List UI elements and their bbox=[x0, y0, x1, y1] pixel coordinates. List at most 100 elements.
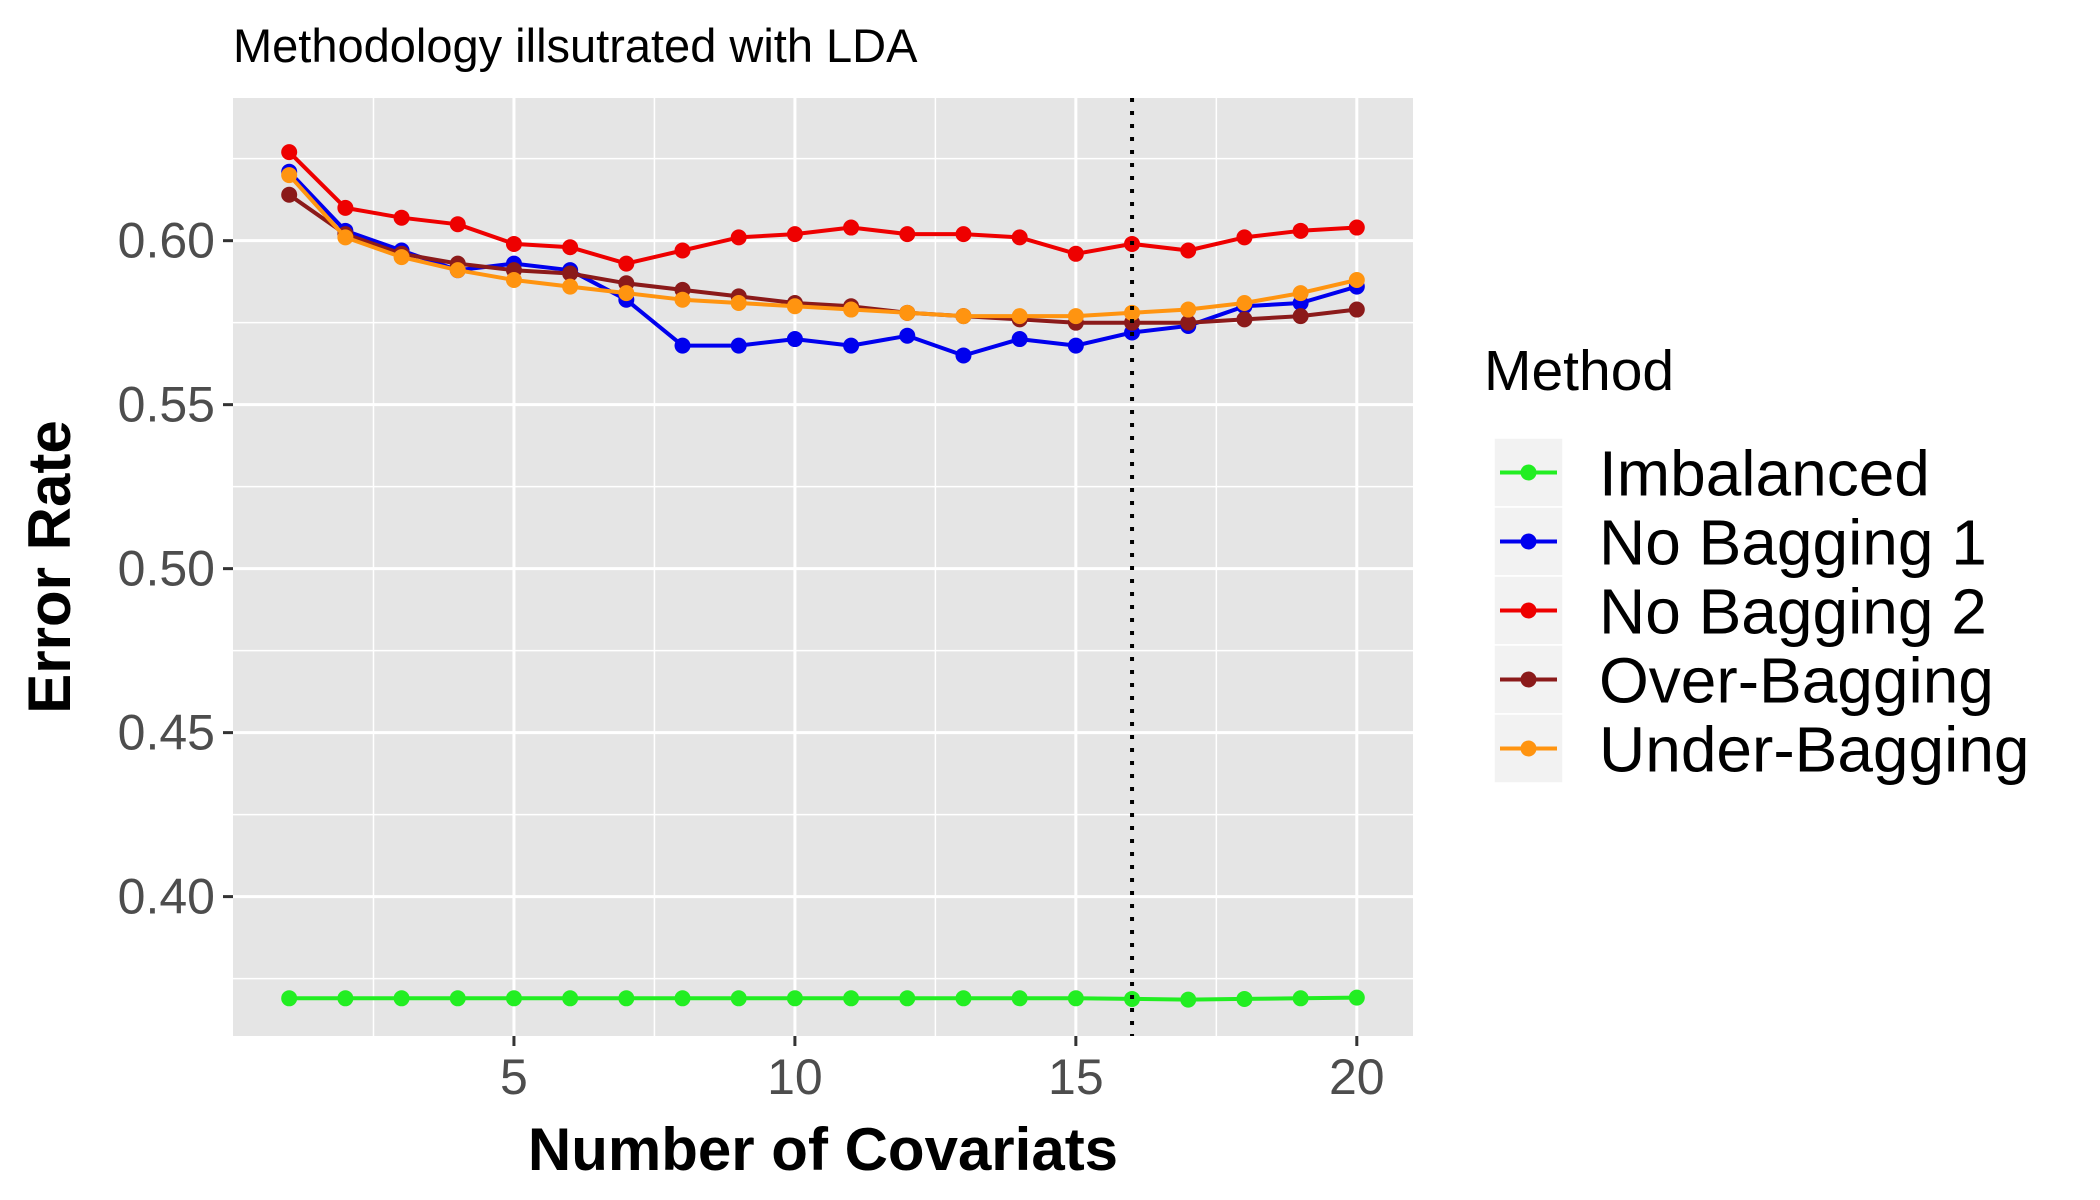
x-tick-label: 5 bbox=[500, 1049, 528, 1105]
data-point bbox=[730, 337, 747, 354]
y-tick-label: 0.45 bbox=[118, 705, 215, 761]
data-point bbox=[1236, 990, 1253, 1007]
data-point bbox=[730, 229, 747, 246]
data-point bbox=[955, 308, 972, 325]
data-point bbox=[449, 262, 466, 279]
data-point bbox=[505, 235, 522, 252]
legend-key-point bbox=[1520, 671, 1537, 688]
data-point bbox=[1348, 272, 1365, 289]
data-point bbox=[786, 226, 803, 243]
data-point bbox=[1011, 308, 1028, 325]
data-point bbox=[674, 242, 691, 259]
y-tick-label: 0.60 bbox=[118, 213, 215, 269]
chart-title: Methodology illsutrated with LDA bbox=[233, 19, 918, 72]
data-point bbox=[674, 291, 691, 308]
legend-label: Under-Bagging bbox=[1599, 714, 2030, 786]
y-tick-label: 0.40 bbox=[118, 869, 215, 925]
x-tick-label: 15 bbox=[1048, 1049, 1104, 1105]
data-point bbox=[1236, 311, 1253, 328]
y-axis-title: Error Rate bbox=[16, 420, 83, 713]
data-point bbox=[449, 216, 466, 233]
data-point bbox=[899, 327, 916, 344]
legend-label: Imbalanced bbox=[1599, 438, 1930, 510]
legend-label: No Bagging 1 bbox=[1599, 507, 1987, 579]
data-point bbox=[1236, 294, 1253, 311]
data-point bbox=[337, 990, 354, 1007]
data-point bbox=[899, 304, 916, 321]
y-tick-label: 0.55 bbox=[118, 377, 215, 433]
data-point bbox=[843, 301, 860, 318]
data-point bbox=[449, 990, 466, 1007]
data-point bbox=[843, 990, 860, 1007]
data-point bbox=[393, 990, 410, 1007]
data-point bbox=[1292, 308, 1309, 325]
x-axis: 5 10 15 20 bbox=[500, 1036, 1385, 1105]
data-point bbox=[618, 990, 635, 1007]
legend-key-point bbox=[1520, 740, 1537, 757]
series-line bbox=[287, 150, 1357, 266]
data-point bbox=[674, 337, 691, 354]
data-point bbox=[505, 272, 522, 289]
legend-label: Over-Bagging bbox=[1599, 645, 1994, 717]
legend-key-point bbox=[1520, 602, 1537, 619]
data-point bbox=[1011, 229, 1028, 246]
data-point bbox=[281, 144, 298, 161]
data-point bbox=[1348, 989, 1365, 1006]
data-point bbox=[618, 285, 635, 302]
data-point bbox=[1067, 337, 1084, 354]
legend-label: No Bagging 2 bbox=[1599, 576, 1987, 648]
grid-major bbox=[233, 98, 1413, 1036]
data-point bbox=[955, 990, 972, 1007]
grid-minor bbox=[233, 98, 1413, 1036]
data-point bbox=[786, 331, 803, 348]
data-point bbox=[899, 226, 916, 243]
data-point bbox=[955, 347, 972, 364]
data-point bbox=[562, 239, 579, 256]
series-line bbox=[289, 995, 1357, 1002]
data-point bbox=[1067, 245, 1084, 262]
data-point bbox=[786, 990, 803, 1007]
x-tick-label: 20 bbox=[1329, 1049, 1385, 1105]
data-point bbox=[505, 990, 522, 1007]
data-point bbox=[1292, 990, 1309, 1007]
data-point bbox=[281, 167, 298, 184]
data-point bbox=[1236, 229, 1253, 246]
data-point bbox=[337, 199, 354, 216]
x-axis-title: Number of Covariats bbox=[528, 1116, 1118, 1183]
series-line bbox=[288, 193, 1358, 325]
data-point bbox=[281, 990, 298, 1007]
series-line bbox=[287, 173, 1358, 319]
data-point bbox=[618, 255, 635, 272]
data-point bbox=[730, 294, 747, 311]
data-point bbox=[1067, 990, 1084, 1007]
series-line bbox=[287, 170, 1358, 358]
data-point bbox=[1348, 219, 1365, 236]
data-point bbox=[899, 990, 916, 1007]
data-point bbox=[955, 226, 972, 243]
data-point bbox=[562, 265, 579, 282]
data-point bbox=[1180, 301, 1197, 318]
data-point bbox=[1011, 990, 1028, 1007]
data-point bbox=[1124, 304, 1141, 321]
legend-key-point bbox=[1520, 533, 1537, 550]
x-tick-label: 10 bbox=[767, 1049, 823, 1105]
data-point bbox=[281, 186, 298, 203]
data-point bbox=[843, 337, 860, 354]
data-point bbox=[1180, 242, 1197, 259]
data-point bbox=[1292, 222, 1309, 239]
data-point bbox=[1011, 331, 1028, 348]
y-tick-label: 0.50 bbox=[118, 541, 215, 597]
data-point bbox=[1180, 991, 1197, 1008]
data-point bbox=[730, 990, 747, 1007]
series-layer bbox=[281, 144, 1365, 1008]
data-point bbox=[337, 229, 354, 246]
data-point bbox=[562, 278, 579, 295]
data-point bbox=[674, 990, 691, 1007]
data-point bbox=[562, 990, 579, 1007]
data-point bbox=[786, 298, 803, 315]
legend-title: Method bbox=[1484, 339, 1674, 403]
data-point bbox=[1292, 285, 1309, 302]
data-point bbox=[393, 249, 410, 266]
